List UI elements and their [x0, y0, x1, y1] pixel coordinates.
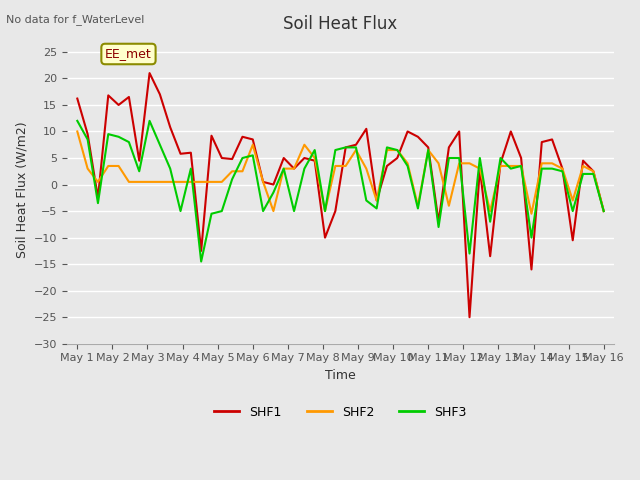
SHF2	[259, 179, 267, 185]
SHF2	[74, 129, 81, 134]
SHF1	[600, 208, 607, 214]
SHF3	[197, 259, 205, 264]
Text: No data for f_WaterLevel: No data for f_WaterLevel	[6, 14, 145, 25]
X-axis label: Time: Time	[325, 369, 356, 382]
SHF3	[269, 190, 277, 195]
SHF2	[527, 211, 535, 216]
Legend: SHF1, SHF2, SHF3: SHF1, SHF2, SHF3	[209, 401, 472, 424]
SHF2	[115, 163, 122, 169]
Line: SHF3: SHF3	[77, 121, 604, 262]
SHF3	[424, 147, 432, 153]
SHF3	[600, 208, 607, 214]
SHF2	[321, 208, 329, 214]
SHF3	[332, 147, 339, 153]
SHF2	[600, 208, 607, 214]
Title: Soil Heat Flux: Soil Heat Flux	[284, 15, 397, 33]
Y-axis label: Soil Heat Flux (W/m2): Soil Heat Flux (W/m2)	[15, 121, 28, 258]
SHF1	[332, 208, 339, 214]
SHF2	[569, 198, 577, 204]
Text: EE_met: EE_met	[105, 48, 152, 60]
SHF1	[466, 314, 474, 320]
SHF1	[74, 96, 81, 101]
SHF3	[115, 134, 122, 140]
SHF3	[404, 163, 412, 169]
SHF3	[569, 208, 577, 214]
SHF3	[74, 118, 81, 124]
Line: SHF1: SHF1	[77, 73, 604, 317]
SHF1	[424, 144, 432, 150]
SHF2	[414, 203, 422, 209]
SHF1	[269, 181, 277, 187]
SHF1	[115, 102, 122, 108]
SHF1	[146, 70, 154, 76]
SHF1	[404, 129, 412, 134]
SHF1	[362, 126, 370, 132]
Line: SHF2: SHF2	[77, 132, 604, 214]
SHF2	[394, 147, 401, 153]
